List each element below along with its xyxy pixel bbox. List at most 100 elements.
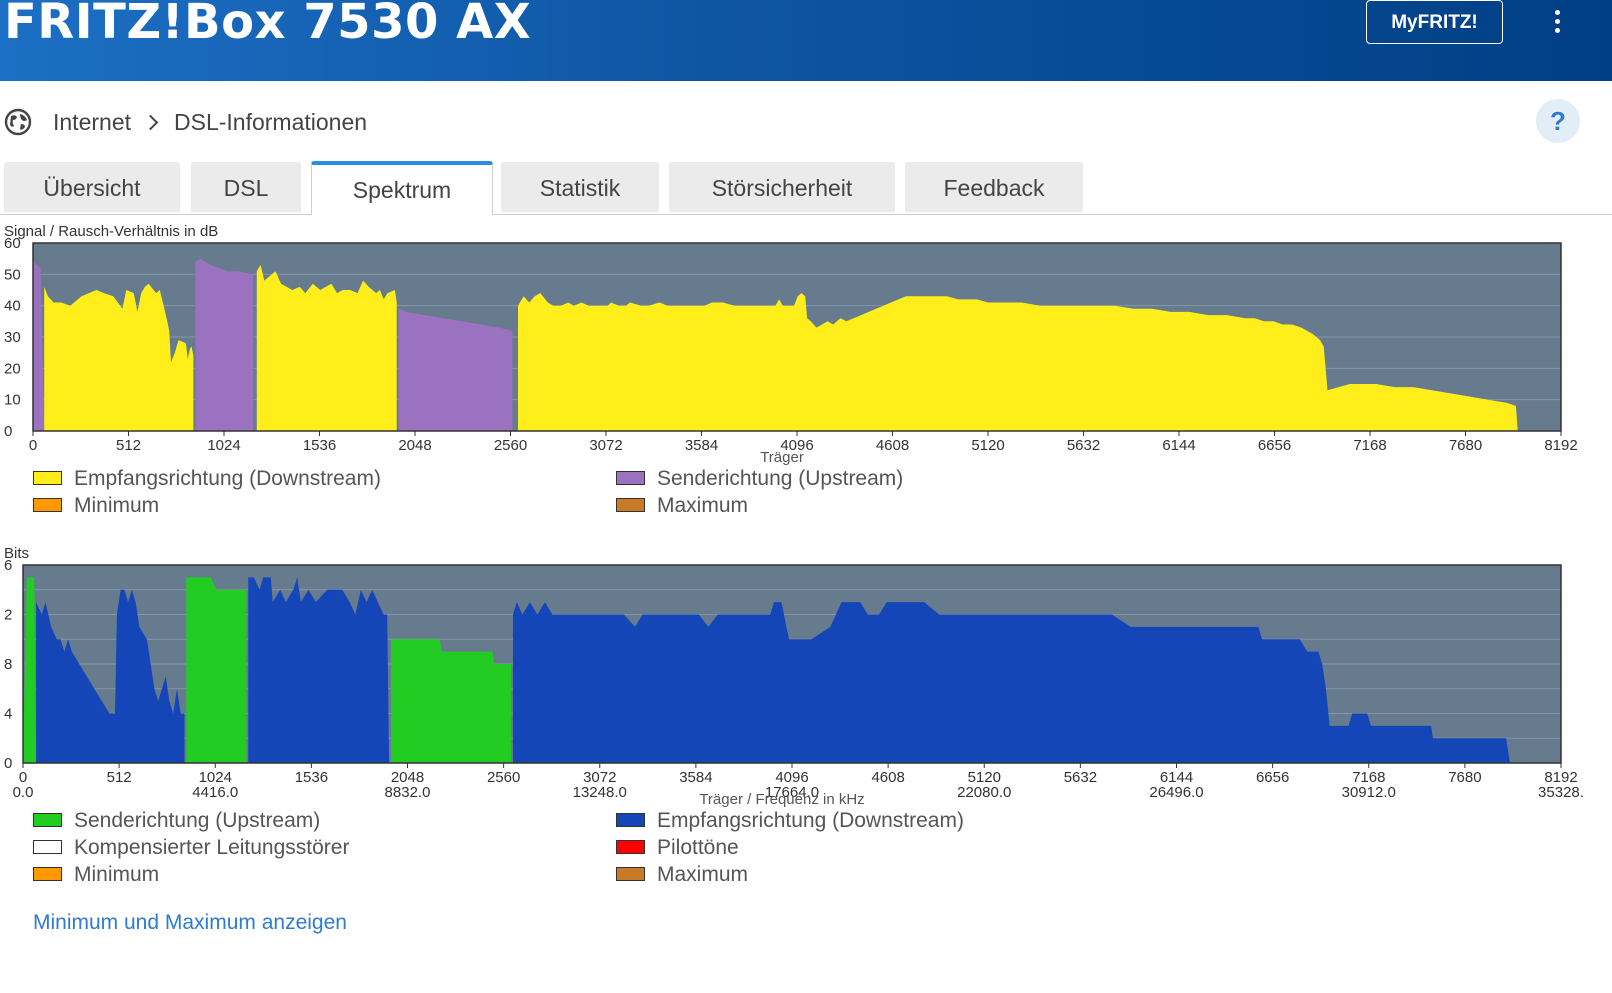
x-tick-label: 3072 [583, 769, 616, 786]
x-tick-label: 4608 [876, 437, 909, 454]
x-tick-label: 6656 [1258, 437, 1291, 454]
x-tick-label: 8192 [1544, 769, 1577, 786]
y-tick-label: 10 [4, 392, 21, 409]
x-axis-label: Träger / Frequenz in kHz [699, 791, 864, 808]
chevron-right-icon [142, 114, 159, 130]
x-tick-label: 5120 [968, 769, 1001, 786]
legend-label: Empfangsrichtung (Downstream) [657, 809, 964, 832]
x-tick-label: 8192 [1544, 437, 1577, 454]
breadcrumb: Internet DSL-Informationen [53, 104, 367, 140]
legend-label: Maximum [657, 863, 749, 886]
legend-swatch [33, 813, 62, 827]
y-tick-label: 2 [4, 607, 12, 624]
x-tick-label: 512 [116, 437, 141, 454]
legend-swatch [616, 867, 645, 881]
series-area [23, 577, 512, 763]
globe-icon [4, 108, 32, 136]
tab-statistik[interactable]: Statistik [501, 162, 659, 212]
legend-swatch [33, 498, 62, 512]
x-freq-tick-label: 4416.0 [192, 784, 238, 801]
tab-dsl[interactable]: DSL [191, 162, 301, 212]
show-min-max-link[interactable]: Minimum und Maximum anzeigen [33, 911, 347, 934]
x-tick-label: 6144 [1160, 769, 1193, 786]
legend-swatch [616, 471, 645, 485]
x-tick-label: 3584 [679, 769, 712, 786]
y-tick-label: 0 [4, 423, 12, 440]
x-tick-label: 2048 [391, 769, 424, 786]
x-freq-tick-label: 22080.0 [957, 784, 1011, 801]
y-tick-label: 40 [4, 298, 21, 315]
x-tick-label: 1536 [303, 437, 336, 454]
x-tick-label: 1024 [199, 769, 232, 786]
legend-swatch [33, 867, 62, 881]
legend-swatch [33, 471, 62, 485]
legend-swatch [33, 840, 62, 854]
x-tick-label: 4096 [780, 437, 813, 454]
x-tick-label: 7168 [1353, 437, 1386, 454]
y-tick-label: 20 [4, 360, 21, 377]
x-tick-label: 2048 [398, 437, 431, 454]
y-tick-label: 4 [4, 706, 12, 723]
x-freq-tick-label: 35328. [1538, 784, 1584, 801]
tab-feedback[interactable]: Feedback [905, 162, 1083, 212]
y-tick-label: 30 [4, 329, 21, 346]
x-tick-label: 3584 [685, 437, 718, 454]
y-tick-label: 60 [4, 235, 21, 252]
breadcrumb-internet[interactable]: Internet [53, 108, 131, 135]
y-tick-label: 8 [4, 656, 12, 673]
bits-chart: 0 512 1024 1536 2048 2560 3072 3584 4096 4608 5120… [4, 545, 1584, 808]
snr-chart: 0 512 1024 1536 2048 2560 3072 3584 4096 4608 5120… [4, 223, 1578, 466]
y-tick-label: 0 [4, 755, 12, 772]
x-tick-label: 1024 [207, 437, 240, 454]
x-tick-label: 1536 [295, 769, 328, 786]
x-freq-tick-label: 8832.0 [385, 784, 431, 801]
legend-label: Maximum [657, 494, 749, 517]
legend-label: Senderichtung (Upstream) [657, 467, 904, 490]
more-menu-icon[interactable] [1551, 10, 1563, 36]
legend-label: Kompensierter Leitungsstörer [74, 836, 350, 859]
legend-label: Minimum [74, 494, 160, 517]
series-area [44, 264, 1518, 431]
x-freq-tick-label: 0.0 [13, 784, 34, 801]
x-tick-label: 6144 [1162, 437, 1195, 454]
x-tick-label: 0 [29, 437, 37, 454]
tab-stoersicherheit[interactable]: Störsicherheit [669, 162, 895, 212]
series-area [33, 258, 513, 431]
legend-swatch [616, 498, 645, 512]
x-tick-label: 5632 [1067, 437, 1100, 454]
tab-spektrum[interactable]: Spektrum [311, 161, 493, 215]
x-freq-tick-label: 30912.0 [1342, 784, 1396, 801]
tab-uebersicht[interactable]: Übersicht [4, 162, 180, 212]
tab-bar: Übersicht DSL Spektrum Statistik Störsic… [0, 161, 1612, 215]
legend-label: Pilottöne [657, 836, 739, 859]
x-tick-label: 5632 [1064, 769, 1097, 786]
x-tick-label: 7680 [1448, 769, 1481, 786]
legend-swatch [616, 813, 645, 827]
x-tick-label: 6656 [1256, 769, 1289, 786]
x-tick-label: 2560 [494, 437, 527, 454]
breadcrumb-current: DSL-Informationen [174, 108, 368, 135]
legend-label: Empfangsrichtung (Downstream) [74, 467, 381, 490]
legend-swatch [616, 840, 645, 854]
app-title: FRITZ!Box 7530 AX [4, 0, 532, 50]
x-tick-label: 4608 [871, 769, 904, 786]
legend-label: Minimum [74, 863, 160, 886]
chart-title: Signal / Rausch-Verhältnis in dB [4, 223, 218, 240]
x-tick-label: 7680 [1449, 437, 1482, 454]
myfritz-button[interactable]: MyFRITZ! [1366, 0, 1503, 44]
x-freq-tick-label: 13248.0 [573, 784, 627, 801]
x-tick-label: 4096 [775, 769, 808, 786]
chart-title: Bits [4, 545, 29, 562]
x-tick-label: 512 [107, 769, 132, 786]
y-tick-label: 50 [4, 266, 21, 283]
header-bar: FRITZ!Box 7530 AX MyFRITZ! [0, 0, 1612, 81]
series-area [36, 577, 1510, 763]
x-freq-tick-label: 17664.0 [765, 784, 819, 801]
legend-label: Senderichtung (Upstream) [74, 809, 321, 832]
x-tick-label: 7168 [1352, 769, 1385, 786]
x-tick-label: 2560 [487, 769, 520, 786]
x-tick-label: 0 [19, 769, 27, 786]
x-tick-label: 3072 [589, 437, 622, 454]
x-freq-tick-label: 26496.0 [1149, 784, 1203, 801]
help-icon[interactable]: ? [1536, 99, 1580, 143]
